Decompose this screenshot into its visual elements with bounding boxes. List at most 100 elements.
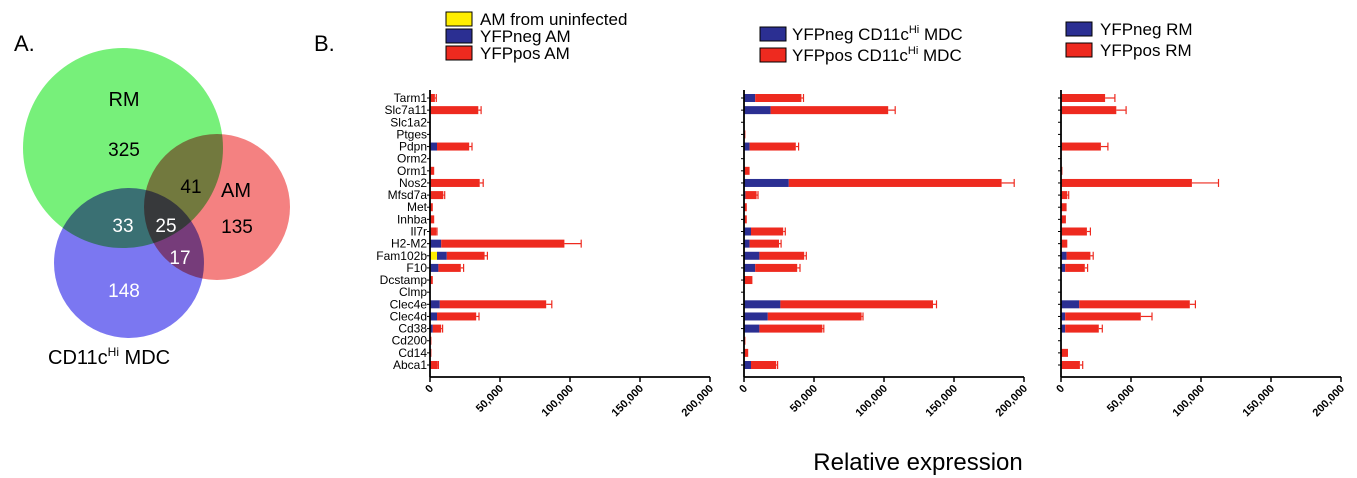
legend-swatch-am-2 xyxy=(445,45,473,61)
panel-b-label: B. xyxy=(314,31,335,56)
gene-label-cd38: Cd38 xyxy=(398,322,427,336)
gene-label-inhba: Inhba xyxy=(397,212,427,226)
gene-label-tarm1: Tarm1 xyxy=(394,91,428,105)
bar-mdc-abca1-s0 xyxy=(744,361,751,369)
gene-label-nos2: Nos2 xyxy=(399,176,427,190)
bar-mdc-h2-m2-s0 xyxy=(744,239,750,248)
gene-label-pdpn: Pdpn xyxy=(399,140,427,154)
x-tick-label-rm-3: 150,000 xyxy=(1241,383,1278,420)
bar-am-h2-m2-s2 xyxy=(441,239,565,248)
venn-count-am-mdc: 17 xyxy=(169,248,190,269)
bar-am-abca1-s2 xyxy=(430,361,438,369)
x-tick-label-rm-2: 100,000 xyxy=(1171,383,1208,420)
bar-rm-cd38-s1 xyxy=(1065,324,1099,333)
bar-rm-h2-m2-s1 xyxy=(1061,239,1068,248)
legend-swatch-am-0 xyxy=(445,11,473,27)
gene-label-clec4e: Clec4e xyxy=(390,297,428,311)
gene-label-slc1a2: Slc1a2 xyxy=(390,115,427,129)
bar-rm-clec4d-s1 xyxy=(1065,312,1141,321)
legend-swatch-am-1 xyxy=(445,28,473,44)
bar-mdc-clec4d-s0 xyxy=(744,312,768,321)
gene-label-il7r: Il7r xyxy=(410,225,427,239)
bar-am-cd38-s1 xyxy=(430,324,433,333)
legend-label-rm-1: YFPpos RM xyxy=(1100,41,1192,60)
bar-mdc-cd38-s0 xyxy=(744,324,760,333)
venn-diagram: RM AM 325 135 148 41 33 25 17 CD11cHi MD… xyxy=(23,48,290,369)
x-tick-label-mdc-4: 200,000 xyxy=(994,383,1031,420)
bar-mdc-nos2-s0 xyxy=(744,178,789,187)
bar-rm-f10-s1 xyxy=(1065,263,1085,272)
bar-mdc-pdpn-s1 xyxy=(749,142,796,151)
x-tick-label-am-1: 50,000 xyxy=(474,383,506,415)
legend-label-am-0: AM from uninfected xyxy=(480,10,627,29)
bar-mdc-pdpn-s0 xyxy=(744,142,750,151)
bar-rm-fam102b-s0 xyxy=(1061,251,1067,260)
legend-label-mdc-1: YFPpos CD11cHi MDC xyxy=(792,45,962,65)
bar-am-pdpn-s1 xyxy=(430,142,437,151)
bar-mdc-il7r-s1 xyxy=(751,227,784,236)
bar-rm-il7r-s1 xyxy=(1061,227,1087,236)
gene-label-cd200: Cd200 xyxy=(392,334,428,348)
gene-label-orm1: Orm1 xyxy=(397,164,427,178)
venn-label-mdc: CD11cHi MDC xyxy=(48,345,170,369)
x-tick-label-am-3: 150,000 xyxy=(610,383,647,420)
legend-swatch-mdc-0 xyxy=(759,26,787,42)
venn-circle-mdc xyxy=(54,188,204,338)
legend-label-am-1: YFPneg AM xyxy=(480,27,571,46)
legend-swatch-rm-1 xyxy=(1065,42,1093,58)
bar-mdc-abca1-s1 xyxy=(751,361,777,369)
bar-mdc-orm1-s1 xyxy=(744,166,750,175)
bar-mdc-dcstamp-s1 xyxy=(744,276,753,285)
bar-mdc-fam102b-s0 xyxy=(744,251,760,260)
bar-am-cd38-s2 xyxy=(432,324,442,333)
bar-rm-cd14-s1 xyxy=(1061,348,1068,357)
bar-am-inhba-s2 xyxy=(430,215,435,224)
gene-label-clec4d: Clec4d xyxy=(390,309,427,323)
bar-am-mfsd7a-s2 xyxy=(430,191,444,200)
bar-am-f10-s2 xyxy=(438,263,461,272)
bar-am-f10-s1 xyxy=(430,263,439,272)
gene-label-f10: F10 xyxy=(406,261,427,275)
bar-mdc-fam102b-s1 xyxy=(759,251,805,260)
bar-mdc-mfsd7a-s1 xyxy=(745,191,757,200)
gene-label-cd14: Cd14 xyxy=(398,346,427,360)
bar-rm-clec4e-s1 xyxy=(1079,300,1190,309)
x-tick-label-am-2: 100,000 xyxy=(540,383,577,420)
gene-label-h2-m2: H2-M2 xyxy=(391,237,427,251)
venn-count-all: 25 xyxy=(155,216,176,237)
bar-am-fam102b-s0 xyxy=(430,251,437,260)
gene-label-abca1: Abca1 xyxy=(393,358,427,372)
bar-mdc-met-s1 xyxy=(744,203,747,212)
gene-label-clmp: Clmp xyxy=(399,285,427,299)
bar-mdc-slc7a11-s0 xyxy=(744,106,771,115)
bar-am-h2-m2-s1 xyxy=(430,239,442,248)
x-tick-label-am-4: 200,000 xyxy=(680,383,717,420)
x-tick-label-rm-0: 0 xyxy=(1054,383,1067,396)
bar-am-dcstamp-s2 xyxy=(430,276,433,285)
bar-rm-nos2-s1 xyxy=(1061,178,1192,187)
bar-mdc-f10-s0 xyxy=(744,263,756,272)
bar-am-fam102b-s2 xyxy=(446,251,485,260)
bar-am-met-s2 xyxy=(430,203,433,212)
gene-label-slc7a11: Slc7a11 xyxy=(385,103,428,117)
bar-mdc-il7r-s0 xyxy=(744,227,751,236)
bar-panel-mdc: 0 50,000 100,000 150,000 200,000 xyxy=(737,90,1030,419)
venn-count-rm-only: 325 xyxy=(108,140,140,161)
bar-am-pdpn-s2 xyxy=(437,142,470,151)
venn-label-rm: RM xyxy=(108,89,139,111)
bar-am-clec4e-s2 xyxy=(439,300,547,309)
bar-mdc-tarm1-s0 xyxy=(744,94,756,102)
bar-rm-slc7a11-s1 xyxy=(1061,106,1117,115)
x-tick-label-rm-4: 200,000 xyxy=(1311,383,1348,420)
bar-mdc-cd14-s1 xyxy=(744,348,749,357)
legend-swatch-rm-0 xyxy=(1065,21,1093,37)
gene-labels: Tarm1Slc7a11Slc1a2PtgesPdpnOrm2Orm1Nos2M… xyxy=(376,91,427,372)
bar-am-il7r-s2 xyxy=(430,227,437,236)
venn-label-am: AM xyxy=(221,180,251,202)
gene-label-fam102b: Fam102b xyxy=(376,249,427,263)
bar-rm-fam102b-s1 xyxy=(1066,251,1091,260)
bar-rm-inhba-s1 xyxy=(1061,215,1066,224)
bar-am-clec4d-s2 xyxy=(437,312,477,321)
